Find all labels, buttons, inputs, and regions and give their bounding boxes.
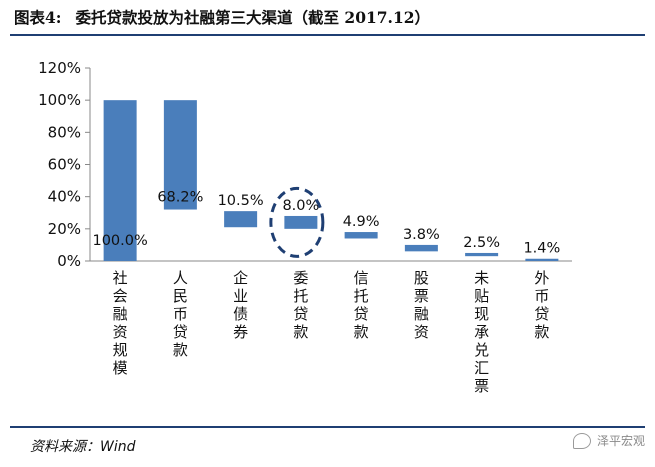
bar <box>163 100 197 210</box>
category-label-char: 贷 <box>293 305 308 323</box>
category-label-char: 承 <box>474 323 489 341</box>
category-label-char: 信 <box>354 269 369 287</box>
category-label-char: 债 <box>233 305 248 323</box>
category-label-char: 会 <box>113 287 128 305</box>
bar <box>465 252 499 257</box>
category-label-char: 贷 <box>534 305 549 323</box>
data-label: 1.4% <box>523 241 560 257</box>
data-label: 3.8% <box>403 227 440 243</box>
bar <box>404 244 438 252</box>
bar <box>224 211 258 228</box>
data-label: 100.0% <box>92 233 147 249</box>
bar <box>103 100 137 262</box>
category-label-char: 兑 <box>474 341 489 359</box>
y-tick-label: 0% <box>57 252 81 270</box>
category-label-char: 款 <box>293 323 308 341</box>
y-tick-label: 80% <box>48 123 81 141</box>
category-label-char: 融 <box>113 305 128 323</box>
category-label-char: 款 <box>354 323 369 341</box>
data-label: 4.9% <box>343 214 380 230</box>
category-label-char: 票 <box>414 287 429 305</box>
bottom-rule <box>10 426 645 428</box>
bar <box>525 258 559 261</box>
category-label-char: 规 <box>113 341 128 359</box>
wechat-icon <box>572 432 591 449</box>
category-label-char: 贷 <box>173 323 188 341</box>
y-tick-label: 100% <box>38 91 81 109</box>
data-label: 2.5% <box>463 235 500 251</box>
category-label-char: 模 <box>113 359 128 377</box>
category-label-char: 现 <box>474 305 489 323</box>
watermark: 泽平宏观 <box>572 432 645 449</box>
category-label-char: 业 <box>233 287 248 305</box>
category-label-char: 外 <box>534 269 549 287</box>
data-label: 8.0% <box>282 198 319 214</box>
highlight-ellipse <box>269 186 325 258</box>
category-label-char: 委 <box>293 269 308 287</box>
category-label-char: 人 <box>173 269 188 287</box>
category-label-char: 币 <box>534 287 549 305</box>
category-label-char: 汇 <box>474 359 489 377</box>
category-label-char: 款 <box>534 323 549 341</box>
y-tick-label: 40% <box>48 188 81 206</box>
category-label-char: 资 <box>113 323 128 341</box>
category-label-char: 资 <box>414 323 429 341</box>
category-label-char: 融 <box>414 305 429 323</box>
y-tick-label: 120% <box>38 59 81 77</box>
category-label-char: 未 <box>474 269 489 287</box>
top-rule <box>10 34 645 36</box>
category-label-char: 股 <box>414 269 429 287</box>
y-tick-label: 60% <box>48 156 81 174</box>
category-label-char: 托 <box>293 287 308 305</box>
bar <box>344 232 378 239</box>
category-label-char: 社 <box>113 269 128 287</box>
category-label-char: 券 <box>233 323 248 341</box>
bar <box>284 215 318 229</box>
data-label: 10.5% <box>218 193 264 209</box>
title-text: 委托贷款投放为社融第三大渠道（截至 2017.12） <box>75 8 431 27</box>
watermark-text: 泽平宏观 <box>596 434 645 448</box>
source-note: 资料来源：Wind <box>30 439 136 455</box>
chart-title: 图表4: 委托贷款投放为社融第三大渠道（截至 2017.12） <box>14 6 430 28</box>
data-label: 68.2% <box>157 190 203 206</box>
category-label-char: 民 <box>173 287 188 305</box>
figure-number: 图表4: <box>14 8 62 27</box>
y-tick-label: 20% <box>48 220 81 238</box>
category-label-char: 贷 <box>354 305 369 323</box>
category-label-char: 托 <box>354 287 369 305</box>
category-label-char: 款 <box>173 341 188 359</box>
category-label-char: 票 <box>474 377 489 395</box>
category-label-char: 企 <box>233 269 248 287</box>
category-label-char: 币 <box>173 305 188 323</box>
category-label-char: 贴 <box>474 287 489 305</box>
